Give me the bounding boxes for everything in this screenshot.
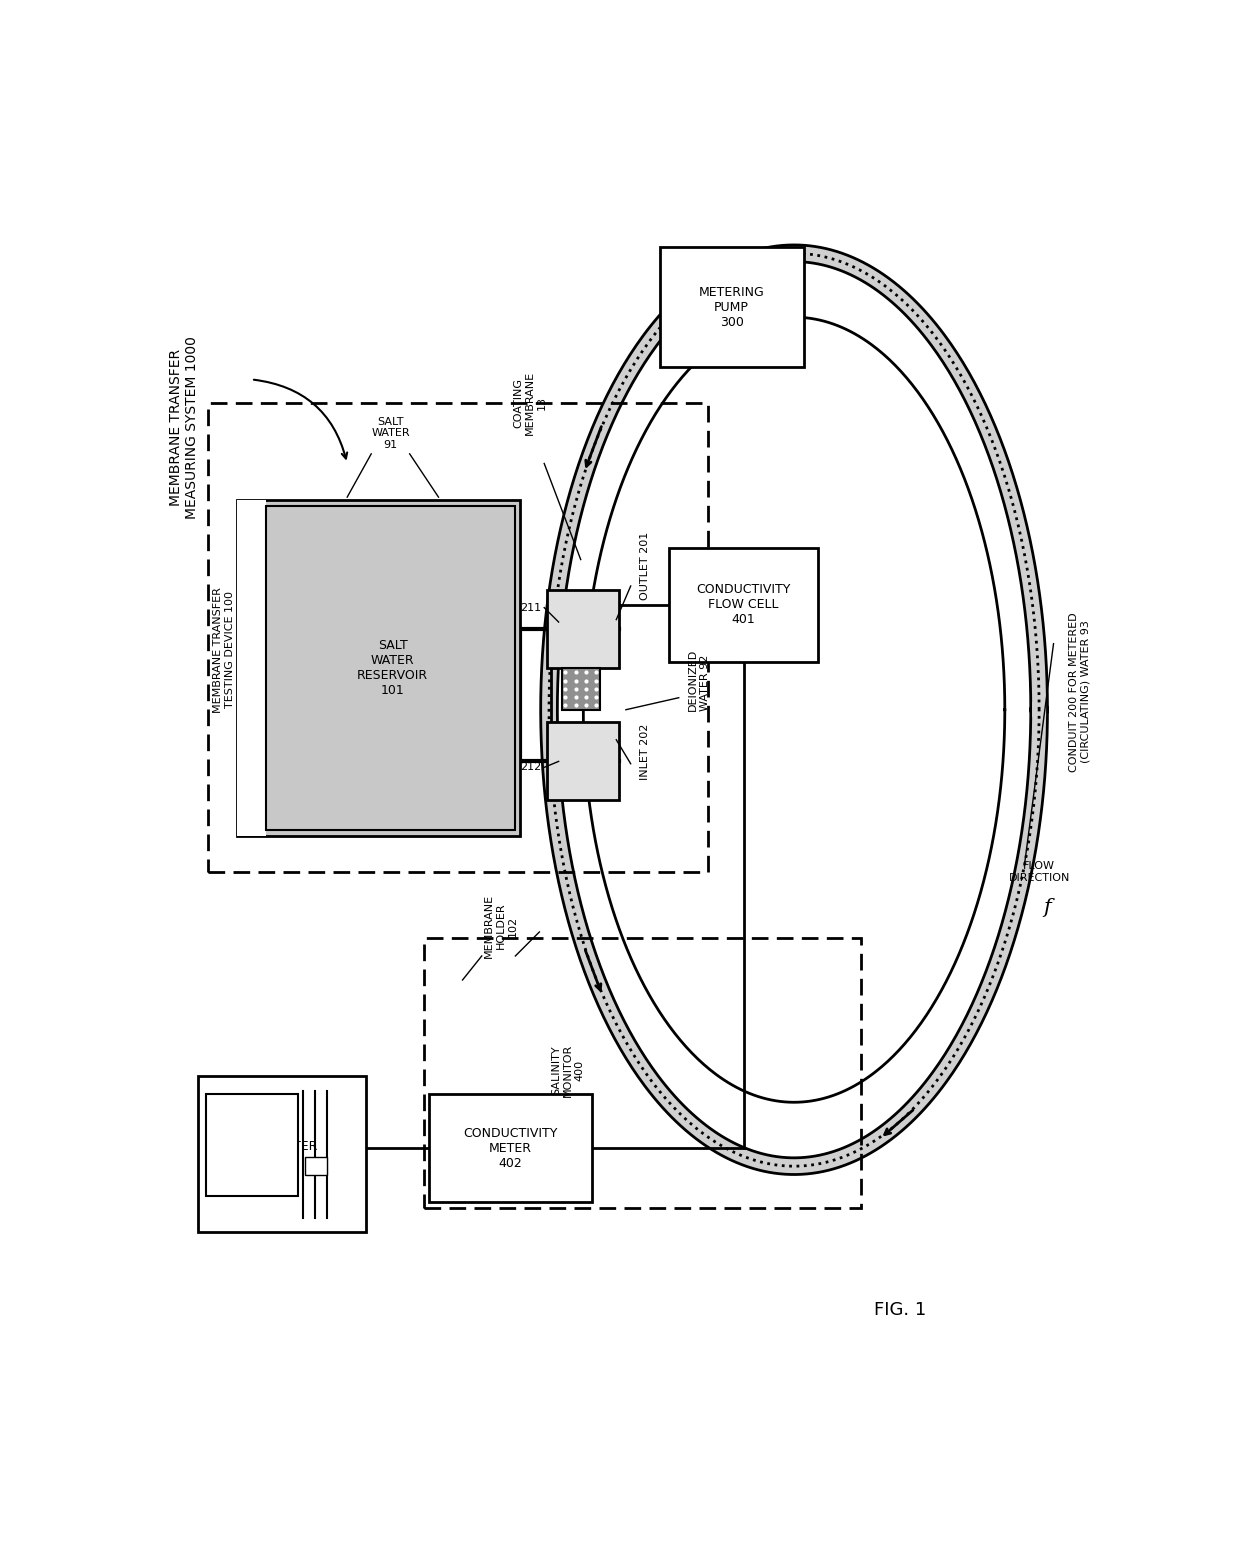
Bar xyxy=(429,1094,593,1203)
Bar xyxy=(198,1076,367,1232)
Text: FIG. 1: FIG. 1 xyxy=(874,1301,926,1320)
Text: INLET 202: INLET 202 xyxy=(640,724,650,780)
Text: CONDUIT 200 FOR METERED
(CIRCULATING) WATER 93: CONDUIT 200 FOR METERED (CIRCULATING) WA… xyxy=(1069,612,1090,772)
Text: 211: 211 xyxy=(521,602,542,613)
Bar xyxy=(305,1156,326,1175)
Text: COMPUTER
500: COMPUTER 500 xyxy=(247,1140,317,1168)
Text: MEMBRANE
HOLDER
102: MEMBRANE HOLDER 102 xyxy=(485,894,517,958)
Text: FLOW
DIRECTION: FLOW DIRECTION xyxy=(1008,861,1070,883)
Bar xyxy=(265,505,516,830)
Text: MEMBRANE TRANSFER
TESTING DEVICE 100: MEMBRANE TRANSFER TESTING DEVICE 100 xyxy=(213,587,236,713)
Text: SALT
WATER
RESERVOIR
101: SALT WATER RESERVOIR 101 xyxy=(357,638,428,697)
Bar xyxy=(547,590,619,668)
Text: MEMBRANE TRANSFER
MEASURING SYSTEM 1000: MEMBRANE TRANSFER MEASURING SYSTEM 1000 xyxy=(169,335,198,519)
Bar xyxy=(547,722,619,800)
Bar xyxy=(237,499,521,836)
Text: CONDUCTIVITY
METER
402: CONDUCTIVITY METER 402 xyxy=(464,1126,558,1170)
Bar xyxy=(670,548,818,661)
Bar xyxy=(660,248,804,368)
Text: METERING
PUMP
300: METERING PUMP 300 xyxy=(698,285,765,329)
Text: SALINITY
MONITOR
400: SALINITY MONITOR 400 xyxy=(552,1044,585,1097)
Text: COATING
MEMBRANE
13: COATING MEMBRANE 13 xyxy=(513,371,547,435)
Text: CONDUCTIVITY
FLOW CELL
401: CONDUCTIVITY FLOW CELL 401 xyxy=(697,583,791,626)
Bar xyxy=(208,404,708,872)
Text: DEIONIZED
WATER 92: DEIONIZED WATER 92 xyxy=(688,649,711,711)
Bar xyxy=(206,1094,299,1197)
Text: OUTLET 201: OUTLET 201 xyxy=(640,532,650,599)
Text: 212: 212 xyxy=(520,763,542,772)
Text: f: f xyxy=(1043,899,1050,917)
Bar xyxy=(237,499,265,836)
Text: SALT
WATER
91: SALT WATER 91 xyxy=(371,417,409,449)
Bar xyxy=(424,938,862,1207)
Bar xyxy=(562,668,600,710)
